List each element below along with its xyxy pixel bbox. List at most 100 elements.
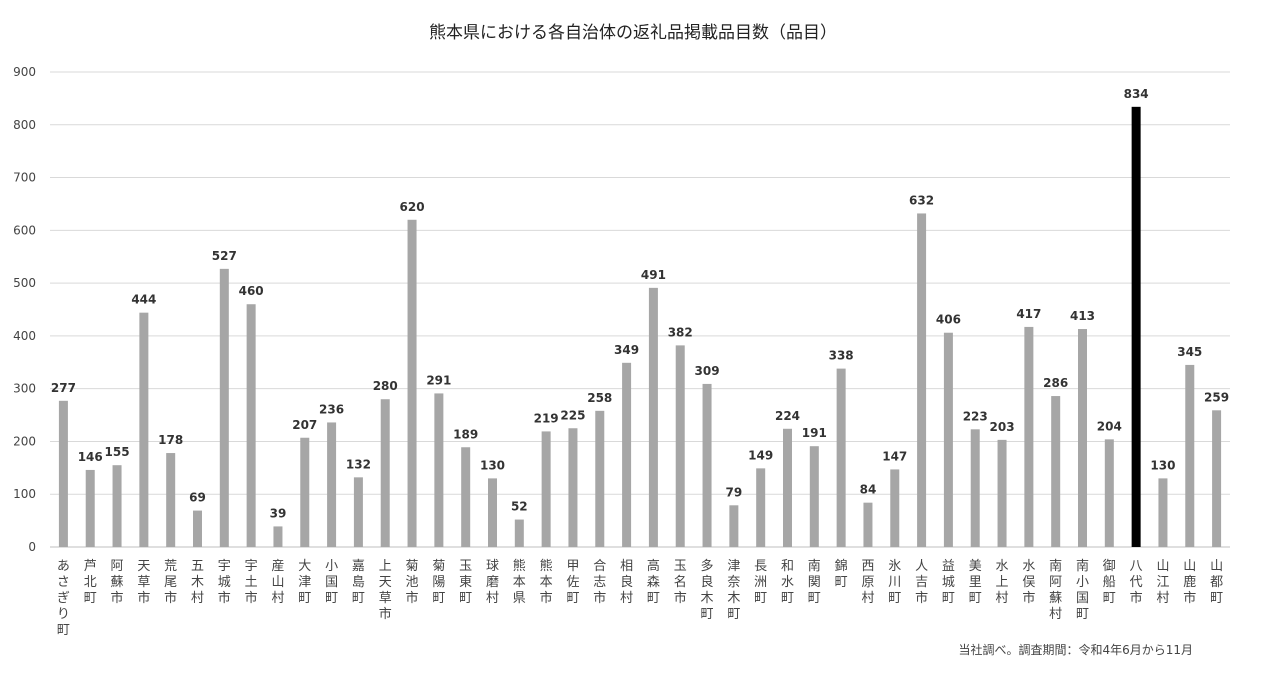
data-label: 178 bbox=[158, 433, 183, 447]
x-tick-label: 美里町 bbox=[969, 559, 982, 606]
x-tick-label: 山都町 bbox=[1210, 559, 1223, 606]
bar-熊本県 bbox=[514, 519, 524, 547]
bar-山都町 bbox=[1212, 410, 1222, 547]
bar-美里町 bbox=[970, 429, 980, 547]
x-tick-label: 熊本市 bbox=[540, 558, 553, 606]
x-tick-label: 玉名市 bbox=[674, 559, 687, 606]
bar-御船町 bbox=[1104, 439, 1114, 547]
bar-宇土市 bbox=[246, 304, 256, 547]
data-label: 130 bbox=[1150, 458, 1175, 472]
bar-西原村 bbox=[863, 502, 873, 547]
x-tick-label: 宇城市 bbox=[218, 559, 231, 606]
data-label: 149 bbox=[748, 448, 773, 462]
x-tick-label: 五木村 bbox=[191, 559, 204, 606]
data-label: 132 bbox=[346, 457, 371, 471]
x-tick-label: あさぎり町 bbox=[57, 559, 70, 638]
data-label: 204 bbox=[1097, 419, 1122, 433]
x-tick-label: 多良木町 bbox=[701, 558, 714, 622]
x-tick-label: 八代市 bbox=[1130, 559, 1143, 606]
x-tick-label: 天草市 bbox=[137, 559, 150, 606]
y-tick-label: 400 bbox=[13, 329, 36, 343]
bar-合志市 bbox=[595, 410, 605, 547]
data-label: 620 bbox=[400, 200, 425, 214]
bar-阿蘇市 bbox=[112, 465, 122, 547]
data-label: 147 bbox=[882, 449, 907, 463]
data-label: 84 bbox=[860, 483, 877, 497]
bar-南阿蘇村 bbox=[1051, 396, 1061, 547]
data-label: 155 bbox=[105, 445, 130, 459]
y-tick-label: 700 bbox=[13, 171, 36, 185]
data-label: 203 bbox=[990, 420, 1015, 434]
x-tick-label: 芦北町 bbox=[84, 559, 97, 606]
y-tick-label: 900 bbox=[13, 65, 36, 79]
x-tick-label: 津奈木町 bbox=[727, 559, 740, 622]
data-label: 834 bbox=[1124, 87, 1149, 101]
y-tick-label: 600 bbox=[13, 223, 36, 237]
y-tick-label: 500 bbox=[13, 276, 36, 290]
data-label: 79 bbox=[726, 485, 743, 499]
bar-五木村 bbox=[193, 510, 202, 547]
x-tick-label: 菊池市 bbox=[406, 559, 419, 606]
data-label: 413 bbox=[1070, 309, 1095, 323]
x-tick-label: 山鹿市 bbox=[1183, 559, 1196, 606]
data-label: 277 bbox=[51, 381, 76, 395]
bar-相良村 bbox=[622, 362, 632, 547]
bar-錦町 bbox=[836, 368, 846, 547]
data-label: 225 bbox=[560, 408, 585, 422]
y-tick-label: 0 bbox=[28, 540, 36, 554]
x-tick-label: 熊本県 bbox=[513, 558, 526, 606]
y-axis-ticks: 0 100 200 300 400 500 600 700 800 900 bbox=[13, 65, 36, 554]
bar-菊陽町 bbox=[434, 393, 444, 547]
bar-和水町 bbox=[783, 428, 792, 547]
data-label: 345 bbox=[1177, 345, 1202, 359]
x-tick-label: 宇土市 bbox=[245, 559, 258, 606]
bar-山江村 bbox=[1158, 478, 1168, 547]
x-tick-label: 西原村 bbox=[861, 559, 874, 606]
x-tick-label: 甲佐町 bbox=[566, 559, 579, 606]
bar-長洲町 bbox=[756, 468, 766, 547]
data-label: 146 bbox=[78, 450, 103, 464]
data-label: 444 bbox=[131, 293, 156, 307]
x-tick-label: 山江村 bbox=[1156, 559, 1169, 606]
x-tick-label: 産山村 bbox=[271, 558, 284, 606]
x-tick-label: 玉東町 bbox=[459, 559, 472, 606]
data-label: 291 bbox=[426, 373, 451, 387]
data-label: 223 bbox=[963, 409, 988, 423]
bar-大津町 bbox=[300, 437, 310, 547]
bar-嘉島町 bbox=[353, 477, 363, 547]
data-label: 191 bbox=[802, 426, 827, 440]
x-tick-label: 小国町 bbox=[325, 559, 338, 606]
bar-あさぎり町 bbox=[58, 400, 68, 547]
bar-南小国町 bbox=[1078, 329, 1087, 547]
x-tick-label: 高森町 bbox=[647, 558, 660, 606]
x-tick-label: 錦町 bbox=[835, 558, 848, 590]
bar-南関町 bbox=[809, 446, 819, 547]
bar-益城町 bbox=[943, 332, 953, 547]
x-tick-label: 合志市 bbox=[593, 559, 606, 606]
footnote: 当社調べ。調査期間：令和4年6月から11月 bbox=[958, 642, 1193, 657]
data-label: 309 bbox=[695, 364, 720, 378]
data-label: 417 bbox=[1016, 307, 1041, 321]
bar-多良木町 bbox=[702, 383, 712, 547]
data-label: 280 bbox=[373, 379, 398, 393]
x-tick-label: 和水町 bbox=[781, 559, 794, 606]
x-tick-label: 南阿蘇村 bbox=[1049, 558, 1062, 622]
x-tick-label: 菊陽町 bbox=[432, 559, 445, 606]
bar-球磨村 bbox=[488, 478, 497, 547]
data-label: 338 bbox=[829, 349, 854, 363]
data-label: 130 bbox=[480, 458, 505, 472]
bar-菊池市 bbox=[407, 219, 417, 547]
bar-山鹿市 bbox=[1185, 364, 1195, 547]
x-tick-label: 水俣市 bbox=[1022, 559, 1035, 606]
bar-芦北町 bbox=[85, 469, 95, 547]
y-tick-label: 800 bbox=[13, 118, 36, 132]
data-label: 224 bbox=[775, 409, 800, 423]
bar-玉名市 bbox=[675, 345, 685, 547]
x-tick-label: 御船町 bbox=[1103, 559, 1116, 606]
data-label: 382 bbox=[668, 325, 693, 339]
x-tick-label: 上天草市 bbox=[379, 559, 392, 622]
data-label: 69 bbox=[189, 491, 206, 505]
bar-宇城市 bbox=[219, 268, 229, 547]
